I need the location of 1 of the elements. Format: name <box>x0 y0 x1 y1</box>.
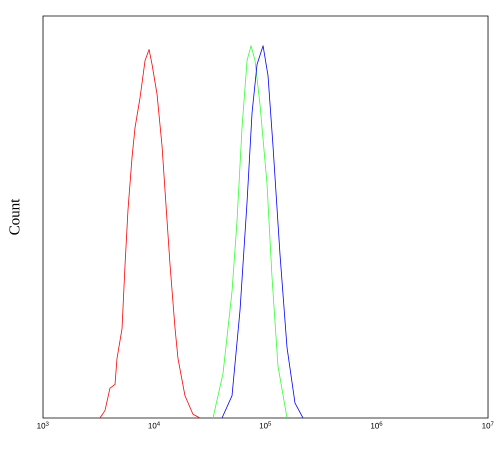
y-axis-title: Count <box>9 198 20 235</box>
